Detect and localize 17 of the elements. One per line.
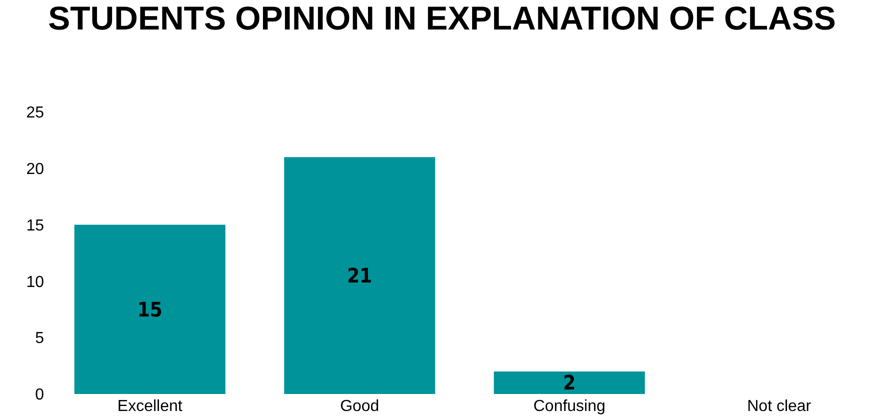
data-label: 15 [137, 297, 162, 322]
bar [494, 371, 645, 394]
y-tick-label: 10 [26, 274, 44, 291]
y-tick-label: 20 [26, 161, 44, 178]
y-tick-label: 15 [26, 217, 44, 234]
bar [74, 224, 226, 394]
x-tick-label: Not clear [747, 398, 812, 415]
chart-title: STUDENTS OPINION IN EXPLANATION OF CLASS [48, 0, 836, 36]
bar [284, 157, 436, 394]
data-label: 2 [563, 370, 576, 395]
x-tick-label: Good [340, 398, 380, 415]
y-tick-label: 25 [26, 104, 44, 122]
x-tick-label: Excellent [117, 398, 183, 415]
x-tick-label: Confusing [533, 398, 606, 415]
data-label: 21 [347, 264, 372, 288]
y-tick-label: 5 [35, 330, 44, 348]
y-tick-label: 0 [35, 386, 44, 404]
